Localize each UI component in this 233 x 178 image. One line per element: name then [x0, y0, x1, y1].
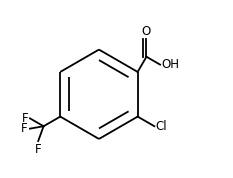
Text: F: F [22, 112, 29, 125]
Text: F: F [35, 143, 41, 156]
Text: F: F [20, 122, 27, 135]
Text: Cl: Cl [155, 120, 167, 133]
Text: OH: OH [161, 58, 179, 71]
Text: O: O [141, 25, 150, 38]
